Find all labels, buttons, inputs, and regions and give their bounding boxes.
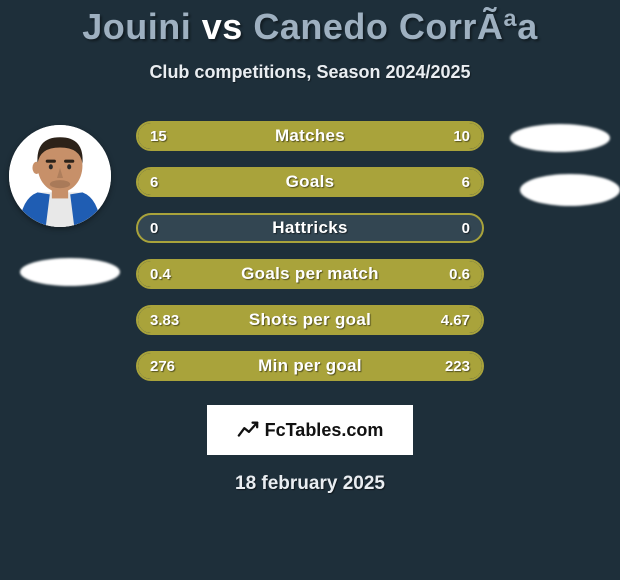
stat-row: 0 Hattricks 0 <box>136 213 484 243</box>
title-player2: Canedo CorrÃªa <box>253 6 537 47</box>
decorative-ellipse <box>510 124 610 152</box>
page-title: Jouini vs Canedo CorrÃªa <box>82 6 537 48</box>
stat-value-left: 0 <box>150 220 158 237</box>
subtitle: Club competitions, Season 2024/2025 <box>149 62 470 83</box>
stat-label: Matches <box>275 126 345 146</box>
stat-value-left: 3.83 <box>150 312 179 329</box>
stat-value-left: 15 <box>150 128 167 145</box>
stat-label: Min per goal <box>258 356 362 376</box>
stat-label: Hattricks <box>272 218 347 238</box>
stat-value-right: 0.6 <box>449 266 470 283</box>
attribution-text: FcTables.com <box>265 420 384 441</box>
chart-icon <box>237 419 259 441</box>
stat-row: 276 Min per goal 223 <box>136 351 484 381</box>
stat-value-right: 10 <box>453 128 470 145</box>
stat-value-right: 223 <box>445 358 470 375</box>
stat-label: Shots per goal <box>249 310 371 330</box>
avatar-icon <box>9 125 111 227</box>
player1-avatar <box>9 125 111 227</box>
stats-list: 15 Matches 10 6 Goals 6 0 Hattricks 0 0.4 Goals pe… <box>136 121 484 381</box>
date-text: 18 february 2025 <box>235 473 385 495</box>
stat-row: 6 Goals 6 <box>136 167 484 197</box>
stat-row: 15 Matches 10 <box>136 121 484 151</box>
stat-value-right: 0 <box>462 220 470 237</box>
title-vs: vs <box>202 6 243 47</box>
stat-label: Goals <box>286 172 335 192</box>
stat-row: 0.4 Goals per match 0.6 <box>136 259 484 289</box>
stat-fill-left <box>138 169 310 195</box>
stat-label: Goals per match <box>241 264 379 284</box>
stat-value-left: 6 <box>150 174 158 191</box>
title-player1: Jouini <box>82 6 191 47</box>
decorative-ellipse <box>520 174 620 206</box>
decorative-ellipse <box>20 258 120 286</box>
stat-value-left: 276 <box>150 358 175 375</box>
stat-value-right: 4.67 <box>441 312 470 329</box>
stat-value-right: 6 <box>462 174 470 191</box>
stat-row: 3.83 Shots per goal 4.67 <box>136 305 484 335</box>
stat-fill-right <box>310 169 482 195</box>
stat-value-left: 0.4 <box>150 266 171 283</box>
attribution-logo: FcTables.com <box>207 405 413 455</box>
